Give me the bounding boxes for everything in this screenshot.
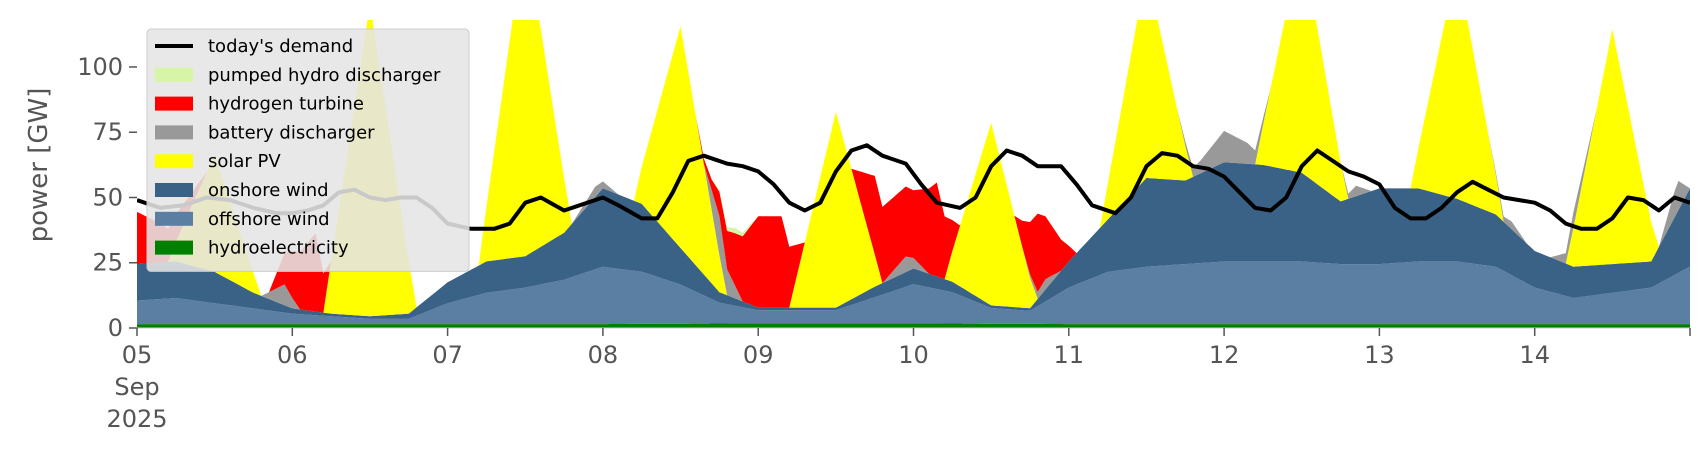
legend-swatch-offshore-wind (155, 211, 193, 226)
y-tick-label: 0 (108, 314, 123, 342)
legend-label-hydrogen-turbine: hydrogen turbine (208, 94, 364, 115)
y-axis-label: power [GW] (24, 88, 54, 243)
plot-area (137, 20, 1690, 328)
y-tick-label: 75 (92, 118, 123, 146)
axes: 0 25 50 75 100 05 Sep 2025 06 07 08 09 10 11 12 13 14 (77, 53, 1691, 433)
legend-label-offshore-wind: offshore wind (208, 209, 330, 230)
legend-swatch-solar-pv (155, 154, 193, 169)
x-tick-label: 07 (432, 341, 463, 369)
x-tick-label: 09 (743, 341, 774, 369)
legend-label-today-s-demand: today's demand (208, 36, 353, 57)
x-tick-label: 12 (1209, 341, 1240, 369)
legend-swatch-pumped-hydro-discharger (155, 67, 193, 82)
legend-label-hydroelectricity: hydroelectricity (208, 238, 349, 259)
x-tick-label: 05 Sep 2025 (106, 341, 167, 433)
legend-swatch-hydroelectricity (155, 240, 193, 255)
legend-swatch-onshore-wind (155, 183, 193, 197)
x-tick-label: 10 (898, 341, 929, 369)
x-tick-label: 13 (1364, 341, 1395, 369)
legend-box (146, 28, 470, 272)
y-tick-label: 25 (92, 249, 123, 277)
x-tick-label: 08 (588, 341, 619, 369)
area-onshore-wind (137, 162, 1690, 319)
legend-swatch-hydrogen-turbine (155, 96, 193, 111)
legend-label-battery-discharger: battery discharger (208, 122, 375, 143)
y-tick-label: 100 (77, 53, 123, 81)
area-hydroelectricity (137, 323, 1690, 328)
x-tick-label: 11 (1054, 341, 1085, 369)
area-solar-pv (137, 20, 1690, 317)
x-tick-label: 06 (277, 341, 308, 369)
legend-swatch-battery-discharger (155, 125, 193, 140)
legend-label-onshore-wind: onshore wind (208, 180, 329, 201)
x-tick-label: 14 (1519, 341, 1550, 369)
y-tick-label: 50 (92, 183, 123, 211)
legend: today's demand pumped hydro discharger hyd… (146, 28, 470, 272)
legend-label-solar-pv: solar PV (208, 151, 281, 172)
area-offshore-wind (137, 261, 1690, 325)
area-hydrogen-turbine (137, 20, 1690, 313)
legend-label-pumped-hydro-discharger: pumped hydro discharger (208, 65, 441, 86)
